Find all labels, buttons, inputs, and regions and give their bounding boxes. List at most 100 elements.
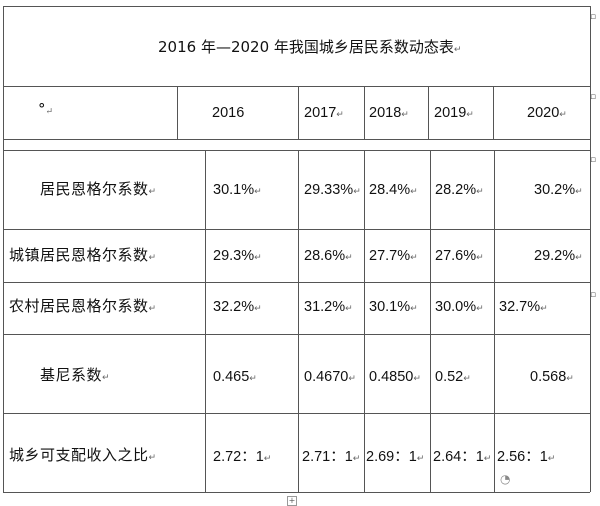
- cell-value: 32.7%: [499, 299, 541, 315]
- paragraph-mark: ↵: [148, 304, 157, 314]
- cell-value: 2.64：1: [433, 449, 484, 465]
- paragraph-mark: ↵: [575, 252, 583, 262]
- table-cell: 29.3%↵: [213, 247, 262, 266]
- table-cell: 30.0%↵: [435, 298, 484, 317]
- paragraph-mark: ↵: [352, 453, 361, 463]
- table-cell: 0.4850↵: [369, 368, 421, 387]
- row-label: 城镇居民恩格尔系数↵: [9, 246, 157, 267]
- paragraph-mark: ↵: [476, 186, 484, 196]
- cell-end-mark: ▫: [590, 92, 597, 102]
- table-cell: 30.1%↵: [369, 298, 418, 317]
- grid-line: [177, 86, 178, 139]
- table-cell: 27.6%↵: [435, 247, 484, 266]
- cell-value: 31.2%: [304, 299, 346, 315]
- cell-value: 30.0%: [435, 299, 477, 315]
- header-year: 2019↵: [434, 104, 474, 123]
- table-cell: 29.33%↵: [304, 181, 361, 200]
- grid-line: [3, 282, 590, 283]
- cell-end-mark: ▫: [590, 12, 597, 22]
- paragraph-mark: ↵: [483, 453, 492, 463]
- watermark-icon: ◔: [500, 472, 511, 486]
- table-cell: 0.4670↵: [304, 368, 356, 387]
- cell-value: 0.4670: [304, 369, 349, 385]
- grid-line: [364, 86, 365, 139]
- grid-line: [3, 413, 590, 414]
- table-cell: 28.2%↵: [435, 181, 484, 200]
- paragraph-mark: ↵: [547, 453, 556, 463]
- header-year: 2020↵: [527, 104, 567, 123]
- row-label-text: 农村居民恩格尔系数: [9, 297, 149, 315]
- row-label: 城乡可支配收入之比↵: [9, 446, 157, 467]
- cell-value: 30.2%: [534, 182, 576, 198]
- grid-line: [590, 6, 591, 492]
- paragraph-mark: ↵: [348, 373, 356, 383]
- table-cell: 28.4%↵: [369, 181, 418, 200]
- grid-line: [428, 86, 429, 139]
- paragraph-mark: ↵: [476, 303, 484, 313]
- paragraph-mark: ↵: [540, 303, 548, 313]
- cell-value: 28.6%: [304, 248, 346, 264]
- paragraph-mark: ↵: [453, 45, 462, 55]
- cell-value: 28.2%: [435, 182, 477, 198]
- table-cell: 27.7%↵: [369, 247, 418, 266]
- table-cell: 2.72：1↵: [213, 448, 271, 467]
- year-label: 2020: [527, 105, 560, 121]
- table-cell: 28.6%↵: [304, 247, 353, 266]
- header-year: 2016: [212, 104, 244, 122]
- paragraph-mark: ↵: [254, 303, 262, 313]
- paragraph-mark: ↵: [148, 187, 157, 197]
- table-resize-handle[interactable]: +: [287, 496, 297, 506]
- grid-line: [3, 334, 590, 335]
- cell-value: 30.1%: [369, 299, 411, 315]
- grid-line: [3, 229, 590, 230]
- grid-line: [494, 150, 495, 492]
- grid-line: [364, 150, 365, 492]
- row-label: 基尼系数↵: [40, 366, 110, 387]
- cell-value: 32.2%: [213, 299, 255, 315]
- table-cell: 30.1%↵: [213, 181, 262, 200]
- grid-line: [205, 150, 206, 492]
- paragraph-mark: ↵: [463, 373, 471, 383]
- cell-value: 28.4%: [369, 182, 411, 198]
- cell-end-mark: ▫: [590, 155, 597, 165]
- cell-value: 0.52: [435, 369, 464, 385]
- paragraph-mark: ↵: [559, 109, 567, 119]
- table-cell: 2.71：1↵: [302, 448, 360, 467]
- corner-mark: °: [38, 100, 46, 118]
- paragraph-mark: ↵: [353, 186, 361, 196]
- row-label-text: 基尼系数: [40, 366, 103, 384]
- table-cell: 2.56：1↵: [497, 448, 555, 467]
- grid-line: [3, 492, 590, 493]
- paragraph-mark: ↵: [413, 373, 421, 383]
- grid-line: [3, 6, 590, 7]
- paragraph-mark: ↵: [416, 453, 425, 463]
- paragraph-mark: ↵: [254, 186, 262, 196]
- table-cell: 29.2%↵: [534, 247, 583, 266]
- header-year: 2018↵: [369, 104, 409, 123]
- grid-line: [298, 86, 299, 139]
- paragraph-mark: ↵: [410, 252, 418, 262]
- cell-end-mark: ▫: [590, 290, 597, 300]
- header-corner: °↵: [38, 100, 53, 121]
- table-cell: 31.2%↵: [304, 298, 353, 317]
- row-label: 农村居民恩格尔系数↵: [9, 297, 157, 318]
- cell-value: 27.7%: [369, 248, 411, 264]
- cell-value: 2.71：1: [302, 449, 353, 465]
- row-label-text: 城镇居民恩格尔系数: [9, 246, 149, 264]
- paragraph-mark: ↵: [476, 252, 484, 262]
- cell-value: 29.2%: [534, 248, 576, 264]
- paragraph-mark: ↵: [466, 109, 474, 119]
- year-label: 2017: [304, 105, 337, 121]
- paragraph-mark: ↵: [401, 109, 409, 119]
- grid-line: [298, 150, 299, 492]
- cell-value: 2.69：1: [366, 449, 417, 465]
- cell-value: 27.6%: [435, 248, 477, 264]
- cell-value: 2.56：1: [497, 449, 548, 465]
- cell-value: 29.33%: [304, 182, 354, 198]
- table-cell: 0.465↵: [213, 368, 257, 387]
- paragraph-mark: ↵: [249, 373, 257, 383]
- paragraph-mark: ↵: [148, 453, 157, 463]
- grid-line: [3, 139, 590, 140]
- grid-line: [3, 6, 4, 492]
- grid-line: [3, 86, 590, 87]
